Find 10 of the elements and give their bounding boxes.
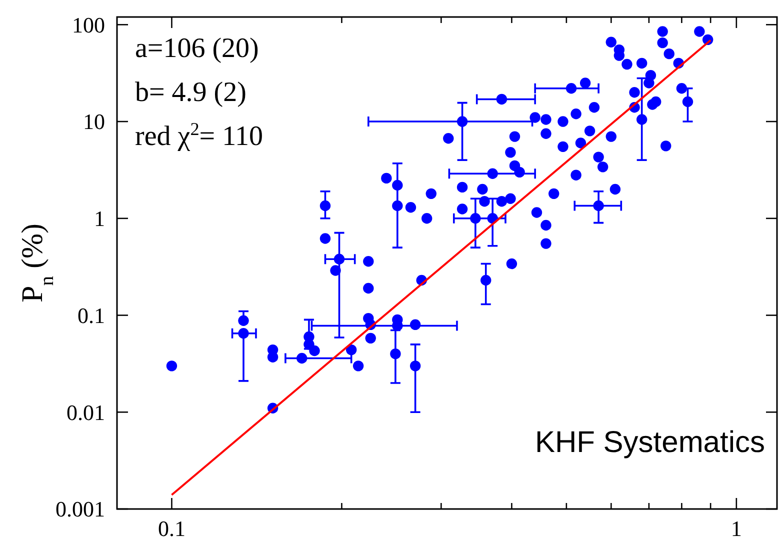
- y-tick-label: 1: [94, 206, 105, 232]
- annotation: b= 4.9 (2): [135, 77, 246, 108]
- y-tick-label: 0.001: [56, 496, 105, 522]
- y-tick-label: 100: [72, 12, 105, 38]
- y-tick-label: 10: [83, 109, 105, 134]
- annotation: KHF Systematics: [534, 426, 765, 459]
- y-tick-label: 0.01: [66, 400, 105, 425]
- annotation: a=106 (20): [135, 33, 259, 64]
- annotation: red χ$^{2}$= 110: [135, 119, 264, 152]
- y-tick-label: 0.1: [78, 302, 105, 328]
